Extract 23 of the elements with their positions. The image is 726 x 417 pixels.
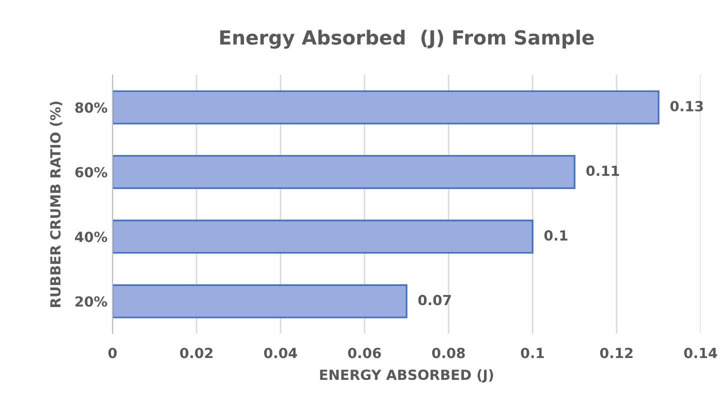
data-label: 0.13: [670, 100, 703, 112]
x-tick-label: 0.08: [432, 348, 465, 358]
y-tick-label: 60%: [75, 166, 108, 178]
y-tick-label: 20%: [76, 296, 108, 307]
x-tick-label: 0.12: [600, 348, 633, 358]
x-tick-label: 0.06: [348, 348, 381, 358]
y-axis-title: RUBBER CRUMB RATIO (%): [50, 102, 62, 307]
bar: [112, 284, 408, 318]
x-tick-label: 0.04: [264, 348, 298, 358]
chart-title: Energy Absorbed (J) From Sample: [220, 30, 594, 49]
data-label: 0.11: [586, 166, 619, 176]
bar: [112, 155, 576, 190]
x-tick-label: 0.1: [520, 348, 544, 358]
x-tick-label: 0.02: [180, 348, 212, 358]
data-label: 0.1: [544, 230, 568, 241]
x-tick-label: 0: [108, 348, 117, 358]
data-label: 0.07: [418, 294, 451, 306]
y-tick-label: 80%: [75, 102, 108, 113]
y-tick-label: 40%: [75, 232, 108, 242]
bar: [112, 90, 660, 124]
x-axis-title: ENERGY ABSORBED (J): [320, 369, 494, 383]
x-tick-label: 0.14: [684, 348, 718, 358]
bar: [112, 220, 534, 254]
